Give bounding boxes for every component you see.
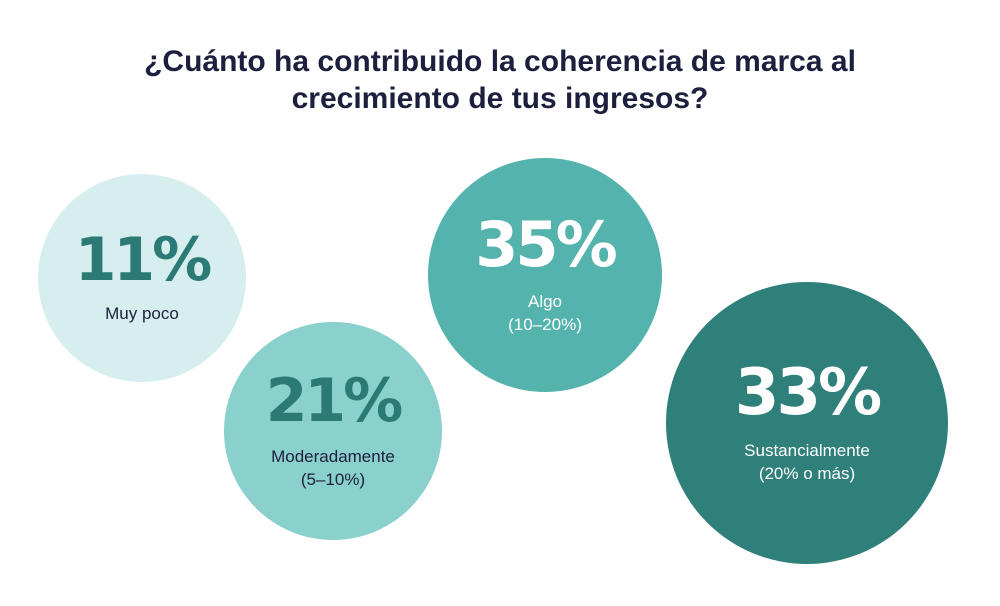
chart-title: ¿Cuánto ha contribuido la coherencia de … xyxy=(50,44,950,117)
bubble-algo: 35% Algo (10–20%) xyxy=(428,158,662,392)
bubble-category-label: Muy poco xyxy=(105,302,179,325)
bubble-category-range-line: (5–10%) xyxy=(300,470,366,489)
chart-title-line-1: ¿Cuánto ha contribuido la coherencia de … xyxy=(144,45,856,78)
bubble-category-label: Algo (10–20%) xyxy=(508,290,582,337)
bubble-percent-label: 35% xyxy=(475,207,617,281)
bubble-category-label-line: Moderadamente xyxy=(271,446,395,466)
bubble-percent-label: 21% xyxy=(265,365,404,436)
bubble-category-label-line: Algo xyxy=(527,291,563,311)
bubble-moderadamente: 21% Moderadamente (5–10%) xyxy=(224,322,442,540)
bubble-category-range-line: (20% o más) xyxy=(758,464,856,483)
bubble-sustancialmente: 33% Sustancialmente (20% o más) xyxy=(666,282,948,564)
bubble-category-label: Sustancialmente (20% o más) xyxy=(744,439,870,486)
bubble-category-label-line: Sustancialmente xyxy=(744,440,870,460)
bubble-category-label-line: Muy poco xyxy=(105,304,179,324)
bubble-category-label: Moderadamente (5–10%) xyxy=(271,445,395,492)
bubble-percent-label: 11% xyxy=(74,225,213,296)
bubble-percent-label: 33% xyxy=(734,355,882,430)
bubble-category-range-line: (10–20%) xyxy=(508,315,582,334)
bubble-muy-poco: 11% Muy poco xyxy=(38,174,246,382)
chart-title-line-2: crecimiento de tus ingresos? xyxy=(291,81,709,115)
